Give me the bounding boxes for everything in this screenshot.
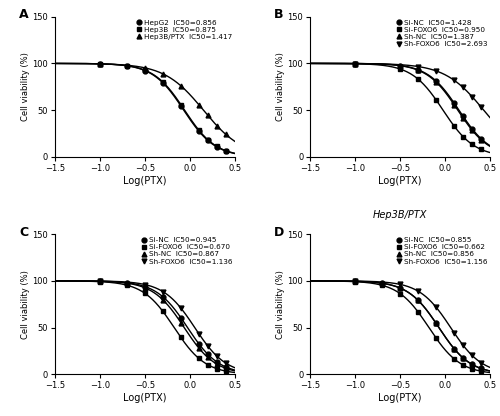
Text: B: B [274,8,284,21]
Y-axis label: Cell viability (%): Cell viability (%) [276,52,285,121]
Legend: HepG2  IC50=0.856, Hep3B  IC50=0.875, Hep3B/PTX  IC50=1.417: HepG2 IC50=0.856, Hep3B IC50=0.875, Hep3… [136,19,233,41]
Text: Hep3B/PTX: Hep3B/PTX [373,210,428,220]
Text: C: C [19,226,28,239]
Y-axis label: Cell viability (%): Cell viability (%) [20,52,30,121]
X-axis label: Log(PTX): Log(PTX) [378,176,422,186]
Text: D: D [274,226,284,239]
X-axis label: Log(PTX): Log(PTX) [123,393,166,403]
Legend: Si-NC  IC50=0.945, Si-FOXO6  IC50=0.670, Sh-NC  IC50=0.867, Sh-FOXO6  IC50=1.136: Si-NC IC50=0.945, Si-FOXO6 IC50=0.670, S… [140,236,233,265]
Y-axis label: Cell viability (%): Cell viability (%) [276,270,285,339]
X-axis label: Log(PTX): Log(PTX) [123,176,166,186]
Y-axis label: Cell viability (%): Cell viability (%) [20,270,30,339]
Text: A: A [19,8,28,21]
Legend: Si-NC  IC50=1.428, Si-FOXO6  IC50=0.950, Sh-NC  IC50=1.387, Sh-FOXO6  IC50=2.693: Si-NC IC50=1.428, Si-FOXO6 IC50=0.950, S… [396,19,488,48]
Legend: Si-NC  IC50=0.855, Si-FOXO6  IC50=0.662, Sh-NC  IC50=0.856, Sh-FOXO6  IC50=1.156: Si-NC IC50=0.855, Si-FOXO6 IC50=0.662, S… [396,236,488,265]
X-axis label: Log(PTX): Log(PTX) [378,393,422,403]
